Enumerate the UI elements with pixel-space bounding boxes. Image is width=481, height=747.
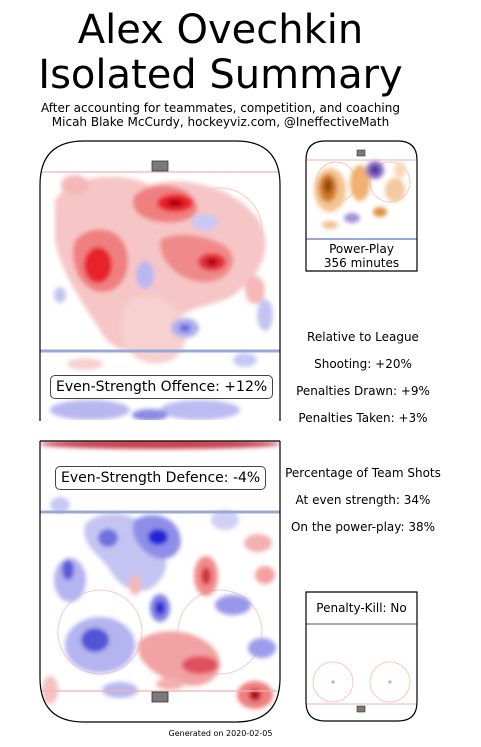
penalties-drawn-stat: Penalties Drawn: +9% bbox=[296, 384, 430, 398]
shooting-stat: Shooting: +20% bbox=[314, 357, 412, 371]
team-shots-heading: Percentage of Team Shots bbox=[285, 466, 441, 480]
powerplay-heatmap bbox=[306, 141, 417, 270]
title-line-2: Isolated Summary bbox=[38, 52, 403, 98]
subtitle-line-1: After accounting for teammates, competit… bbox=[41, 101, 400, 115]
penalties-taken-stat: Penalties Taken: +3% bbox=[298, 411, 428, 425]
penalty-kill-rink bbox=[306, 592, 417, 721]
offence-heatmap bbox=[40, 141, 280, 420]
team-shots-even-strength: At even strength: 34% bbox=[295, 493, 431, 507]
defence-label: Even-Strength Defence: -4% bbox=[55, 466, 267, 490]
relative-heading: Relative to League bbox=[307, 330, 419, 344]
powerplay-minutes: 356 minutes bbox=[323, 256, 400, 270]
subtitle-line-2: Micah Blake McCurdy, hockeyviz.com, @Ine… bbox=[51, 115, 390, 129]
powerplay-label: Power-Play bbox=[329, 242, 394, 256]
penalty-kill-label: Penalty-Kill: No bbox=[316, 601, 407, 615]
team-shots-power-play: On the power-play: 38% bbox=[290, 520, 436, 534]
title-line-1: Alex Ovechkin bbox=[77, 7, 364, 53]
generated-date: Generated on 2020-02-05 bbox=[168, 729, 273, 738]
offence-label: Even-Strength Offence: +12% bbox=[50, 375, 274, 399]
